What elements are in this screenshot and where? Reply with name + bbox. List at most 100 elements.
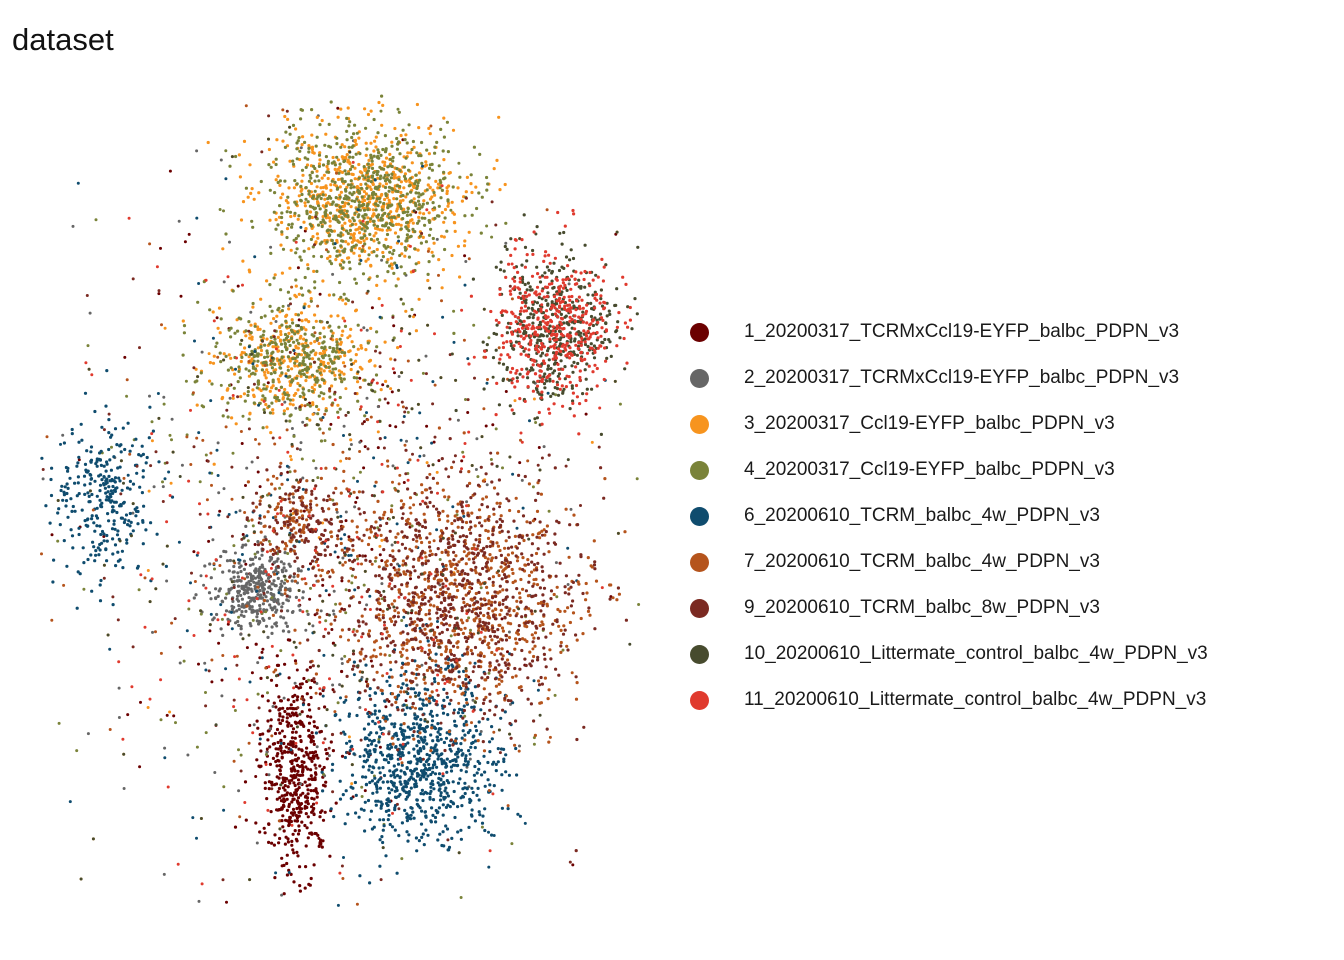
- scatter-point: [195, 745, 199, 749]
- scatter-point: [216, 594, 220, 599]
- scatter-point: [365, 147, 369, 151]
- scatter-point: [307, 728, 311, 733]
- scatter-point: [349, 443, 353, 446]
- scatter-point: [288, 398, 292, 402]
- scatter-point: [395, 871, 399, 875]
- scatter-point: [340, 333, 344, 337]
- scatter-point: [329, 740, 333, 744]
- scatter-point: [394, 745, 398, 749]
- scatter-point: [260, 368, 264, 372]
- scatter-point: [299, 311, 304, 315]
- scatter-point: [370, 547, 374, 551]
- scatter-point: [138, 485, 142, 489]
- scatter-point: [486, 760, 490, 765]
- scatter-point: [277, 380, 281, 384]
- scatter-point: [494, 762, 498, 767]
- scatter-point: [324, 155, 328, 159]
- scatter-point: [438, 832, 442, 836]
- scatter-point: [413, 754, 417, 758]
- scatter-point: [299, 117, 303, 121]
- scatter-point: [571, 863, 575, 867]
- scatter-point: [145, 455, 149, 460]
- scatter-point: [386, 746, 390, 750]
- scatter-point: [115, 443, 119, 447]
- scatter-point: [358, 262, 362, 266]
- scatter-point: [107, 474, 111, 478]
- scatter-point: [383, 197, 387, 202]
- scatter-point: [381, 766, 385, 770]
- scatter-point: [376, 405, 380, 409]
- scatter-point: [427, 247, 431, 251]
- scatter-point: [117, 686, 121, 690]
- scatter-point: [333, 180, 337, 184]
- scatter-point: [328, 259, 332, 263]
- scatter-point: [436, 625, 440, 629]
- scatter-point: [168, 433, 172, 437]
- scatter-point: [64, 499, 69, 503]
- scatter-point: [388, 424, 392, 428]
- scatter-point: [357, 213, 361, 217]
- scatter-point: [303, 204, 307, 208]
- scatter-point: [359, 182, 363, 187]
- scatter-point: [369, 153, 373, 157]
- scatter-point: [353, 211, 357, 215]
- scatter-point: [182, 659, 186, 663]
- scatter-point: [283, 114, 287, 119]
- scatter-point: [426, 833, 430, 837]
- scatter-point: [312, 326, 316, 330]
- scatter-point: [424, 777, 428, 781]
- scatter-point: [242, 559, 246, 563]
- scatter-point: [281, 304, 285, 308]
- scatter-point: [286, 368, 290, 372]
- scatter-point: [312, 334, 316, 338]
- scatter-point: [440, 286, 444, 290]
- scatter-point: [403, 254, 407, 258]
- scatter-point: [460, 804, 464, 808]
- scatter-point: [260, 553, 264, 557]
- scatter-point: [285, 861, 289, 866]
- scatter-point: [310, 357, 315, 361]
- scatter-point: [282, 566, 286, 570]
- scatter-point: [174, 721, 177, 725]
- scatter-point: [286, 609, 290, 613]
- scatter-point: [441, 509, 445, 513]
- scatter-point: [261, 647, 265, 651]
- scatter-point: [322, 378, 326, 382]
- scatter-point: [348, 228, 352, 232]
- scatter-point: [334, 258, 338, 262]
- scatter-point: [204, 691, 207, 694]
- scatter-point: [258, 737, 262, 741]
- scatter-point: [399, 686, 404, 690]
- scatter-point: [402, 415, 406, 418]
- scatter-point: [343, 732, 347, 736]
- scatter-point: [371, 208, 375, 212]
- scatter-point: [390, 619, 394, 624]
- scatter-point: [471, 790, 475, 795]
- scatter-point: [243, 399, 247, 403]
- scatter-point: [279, 592, 283, 596]
- scatter-point: [542, 445, 546, 449]
- scatter-point: [319, 362, 323, 367]
- scatter-point: [211, 336, 215, 340]
- scatter-point: [363, 554, 367, 558]
- scatter-point: [471, 740, 475, 745]
- scatter-point: [378, 838, 382, 842]
- scatter-point: [321, 397, 325, 401]
- scatter-point: [406, 410, 410, 414]
- scatter-point: [463, 254, 467, 258]
- scatter-point: [458, 175, 462, 179]
- scatter-point: [217, 491, 221, 495]
- scatter-point: [102, 475, 106, 479]
- scatter-point: [396, 142, 400, 146]
- scatter-point: [239, 317, 243, 321]
- scatter-point: [351, 164, 355, 169]
- scatter-point: [189, 581, 192, 585]
- scatter-point: [384, 222, 389, 226]
- scatter-point: [66, 486, 70, 490]
- scatter-point: [261, 732, 265, 736]
- scatter-point: [295, 816, 299, 820]
- scatter-point: [414, 836, 418, 840]
- scatter-point: [301, 420, 305, 424]
- scatter-point: [258, 656, 262, 660]
- scatter-point: [340, 179, 345, 183]
